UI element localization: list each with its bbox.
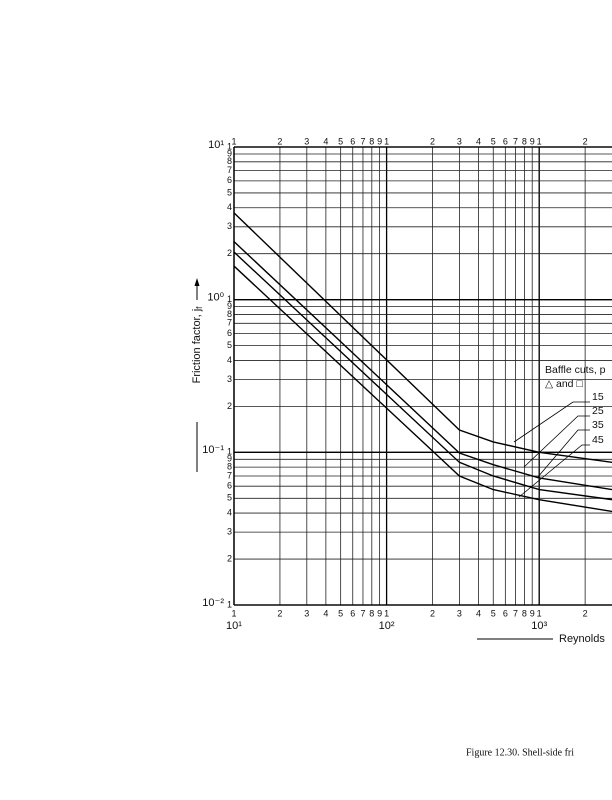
x-tick-label: 5 — [491, 608, 496, 618]
x-tick-label: 5 — [338, 136, 343, 146]
x-tick-label: 3 — [304, 608, 309, 618]
x-tick-label: 9 — [530, 608, 535, 618]
x-tick-label: 1 — [384, 608, 389, 618]
annotation-title: Baffle cuts, p — [545, 364, 606, 376]
x-tick-label: 7 — [360, 136, 365, 146]
y-tick-label: 8 — [227, 309, 232, 319]
x-tick-label: 4 — [476, 136, 481, 146]
leader-line — [518, 444, 590, 498]
x-tick-label: 7 — [360, 608, 365, 618]
y-tick-label: 6 — [227, 481, 232, 491]
x-tick-label: 4 — [476, 608, 481, 618]
y-tick-label: 8 — [227, 462, 232, 472]
y-tick-label: 2 — [227, 248, 232, 258]
y-label-sub: f — [195, 306, 204, 309]
leader-line — [523, 415, 590, 468]
y-tick-label: 6 — [227, 175, 232, 185]
x-major-label: 10¹ — [226, 620, 242, 632]
y-tick-label: 5 — [227, 187, 232, 197]
y-tick-label: 4 — [227, 507, 232, 517]
x-tick-label: 7 — [513, 608, 518, 618]
x-tick-label: 1 — [231, 136, 236, 146]
y-tick-label: 6 — [227, 328, 232, 338]
x-major-label: 10² — [379, 620, 395, 632]
x-tick-label: 5 — [491, 136, 496, 146]
x-tick-label: 2 — [277, 608, 282, 618]
x-tick-label: 2 — [277, 136, 282, 146]
x-tick-label: 6 — [350, 136, 355, 146]
x-tick-label: 4 — [323, 136, 328, 146]
x-tick-label: 2 — [430, 136, 435, 146]
y-tick-label: 1 — [227, 141, 232, 151]
y-tick-label: 3 — [227, 374, 232, 384]
y-tick-label: 1 — [227, 294, 232, 304]
x-tick-label: 3 — [304, 136, 309, 146]
curve — [233, 241, 612, 491]
caption: Figure 12.30. Shell-side fri — [466, 747, 574, 758]
y-tick-label: 5 — [227, 493, 232, 503]
y-tick-label: 3 — [227, 527, 232, 537]
curve — [233, 212, 612, 464]
x-tick-label: 3 — [457, 608, 462, 618]
y-major-label: 10⁻² — [202, 597, 224, 609]
leader-line — [536, 429, 590, 479]
x-tick-label: 8 — [522, 136, 527, 146]
y-tick-label: 4 — [227, 355, 232, 365]
y-tick-label: 1 — [227, 447, 232, 457]
x-tick-label: 5 — [338, 608, 343, 618]
x-tick-label: 2 — [430, 608, 435, 618]
x-tick-label: 9 — [377, 608, 382, 618]
x-tick-label: 8 — [522, 608, 527, 618]
annotation-subtitle: △ and □ — [545, 378, 583, 390]
y-major-label: 10¹ — [208, 139, 224, 151]
x-tick-label: 9 — [530, 136, 535, 146]
y-tick-label: 7 — [227, 318, 232, 328]
x-axis-label: Reynolds — [559, 633, 605, 645]
curve — [233, 265, 612, 513]
x-tick-label: 1 — [231, 608, 236, 618]
x-tick-label: 1 — [537, 136, 542, 146]
x-tick-label: 3 — [457, 136, 462, 146]
x-tick-label: 6 — [350, 608, 355, 618]
y-major-label: 10⁰ — [207, 292, 224, 304]
x-major-label: 10³ — [531, 620, 547, 632]
curve — [233, 251, 612, 501]
legend-label: 15 — [592, 391, 604, 403]
y-tick-label: 9 — [227, 454, 232, 464]
y-tick-label: 9 — [227, 301, 232, 311]
x-tick-label: 4 — [323, 608, 328, 618]
x-tick-label: 7 — [513, 136, 518, 146]
y-tick-label: 2 — [227, 553, 232, 563]
x-tick-label: 1 — [537, 608, 542, 618]
y-tick-label: 8 — [227, 156, 232, 166]
y-tick-label: 4 — [227, 202, 232, 212]
x-tick-label: 8 — [369, 136, 374, 146]
y-tick-label: 3 — [227, 221, 232, 231]
y-tick-label: 1 — [227, 599, 232, 609]
y-axis-label: Friction factor, jf — [191, 306, 204, 384]
y-tick-label: 5 — [227, 340, 232, 350]
legend-label: 35 — [592, 419, 604, 431]
legend-label: 45 — [592, 434, 604, 446]
y-tick-label: 7 — [227, 165, 232, 175]
x-tick-label: 9 — [377, 136, 382, 146]
y-tick-label: 2 — [227, 401, 232, 411]
y-label-text: Friction factor, j — [191, 309, 203, 384]
legend-label: 25 — [592, 405, 604, 417]
x-tick-label: 2 — [583, 608, 588, 618]
x-tick-label: 6 — [503, 608, 508, 618]
leader-line — [513, 401, 590, 443]
y-tick-label: 9 — [227, 148, 232, 158]
x-tick-label: 6 — [503, 136, 508, 146]
y-major-label: 10⁻¹ — [202, 444, 224, 456]
x-tick-label: 1 — [384, 136, 389, 146]
y-tick-label: 7 — [227, 470, 232, 480]
y-arrow-head — [194, 278, 200, 286]
x-tick-label: 2 — [583, 136, 588, 146]
x-tick-label: 8 — [369, 608, 374, 618]
